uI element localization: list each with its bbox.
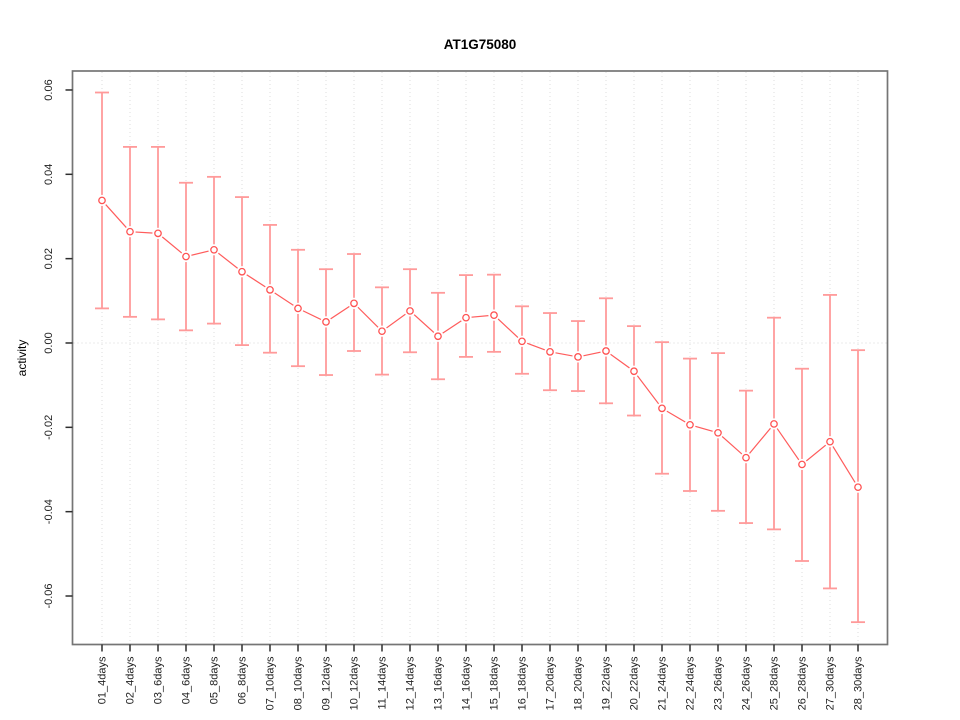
data-point — [378, 327, 386, 336]
x-tick-label: 28_30days — [853, 656, 865, 710]
x-tick-label: 26_28days — [797, 656, 809, 710]
y-tick-label: 0.06 — [43, 79, 55, 100]
data-point-halo — [656, 402, 668, 414]
x-tick-label: 16_18days — [517, 656, 529, 710]
x-tick-label: 19_22days — [601, 656, 613, 710]
data-point — [266, 286, 274, 294]
data-point — [602, 347, 610, 355]
data-point — [518, 337, 526, 346]
data-point — [406, 307, 414, 315]
data-point-halo — [124, 226, 136, 238]
x-tick-label: 15_18days — [489, 656, 501, 710]
data-point-halo — [432, 330, 444, 342]
x-tick-label: 04_6days — [181, 656, 193, 704]
data-point-halo — [628, 365, 640, 377]
data-point — [434, 332, 442, 341]
data-line — [101, 200, 859, 488]
data-point — [350, 299, 358, 308]
data-point-halo — [208, 244, 220, 256]
y-tick-label: -0.02 — [43, 415, 55, 440]
data-point-halo — [712, 427, 724, 439]
x-tick-label: 08_10days — [293, 656, 305, 710]
x-tick-label: 27_30days — [825, 656, 837, 710]
chart-title: AT1G75080 — [443, 37, 517, 52]
y-tick-label: -0.06 — [43, 583, 55, 608]
y-tick-label: 0.02 — [43, 248, 55, 269]
data-point-halo — [460, 312, 472, 324]
data-point — [546, 347, 554, 356]
x-tick-label: 02_4days — [125, 656, 137, 704]
data-point — [714, 428, 722, 437]
data-point-halo — [320, 316, 332, 328]
data-point-halo — [600, 345, 612, 357]
data-point — [686, 420, 694, 429]
data-point-halo — [572, 351, 584, 363]
data-point — [126, 227, 134, 236]
data-point — [238, 267, 246, 276]
data-point — [490, 311, 498, 320]
data-point-halo — [236, 266, 248, 278]
data-point-halo — [684, 419, 696, 431]
data-point — [770, 420, 778, 428]
data-point-halo — [96, 194, 108, 207]
x-tick-label: 05_8days — [209, 656, 221, 704]
data-point-halo — [796, 458, 808, 471]
data-point — [742, 453, 750, 462]
data-point-halo — [404, 305, 416, 317]
data-point — [210, 245, 218, 254]
data-point-halo — [292, 302, 304, 315]
data-point-halo — [544, 346, 556, 358]
data-point-halo — [740, 452, 752, 464]
data-point — [182, 252, 190, 261]
data-point — [98, 196, 106, 205]
y-axis-title: activity — [15, 339, 29, 377]
data-point-halo — [516, 335, 528, 347]
x-tick-label: 13_16days — [433, 656, 445, 710]
data-point — [154, 229, 162, 238]
x-tick-label: 20_22days — [629, 656, 641, 710]
y-tick-label: 0.00 — [43, 332, 55, 353]
data-point — [658, 404, 666, 413]
x-tick-label: 14_16days — [461, 656, 473, 710]
data-point — [574, 353, 582, 361]
x-tick-label: 06_8days — [237, 656, 249, 704]
data-point — [322, 318, 330, 326]
data-point — [826, 437, 834, 446]
data-point — [462, 313, 470, 322]
x-tick-label: 25_28days — [769, 656, 781, 710]
data-point-halo — [264, 284, 276, 296]
x-tick-label: 12_14days — [405, 656, 417, 710]
x-tick-label: 22_24days — [685, 656, 697, 710]
data-point — [854, 483, 862, 492]
data-point — [798, 460, 806, 469]
data-point-halo — [348, 297, 360, 309]
data-point-halo — [768, 418, 780, 430]
data-point-halo — [376, 325, 388, 337]
data-point-halo — [488, 309, 500, 321]
x-tick-label: 11_14days — [377, 656, 389, 710]
data-point-halo — [180, 250, 192, 263]
x-tick-label: 10_12days — [349, 656, 361, 710]
data-point — [294, 304, 302, 313]
data-point-halo — [824, 436, 836, 448]
data-point — [630, 367, 638, 376]
y-tick-label: -0.04 — [43, 499, 55, 524]
x-tick-label: 21_24days — [657, 656, 669, 710]
x-tick-label: 03_6days — [153, 656, 165, 704]
x-tick-label: 24_26days — [741, 656, 753, 710]
x-tick-label: 07_10days — [265, 656, 277, 710]
plot-box — [71, 70, 889, 646]
x-tick-label: 17_20days — [545, 656, 557, 710]
x-tick-label: 23_26days — [713, 656, 725, 710]
data-point-halo — [152, 227, 164, 239]
x-tick-label: 18_20days — [573, 656, 585, 710]
data-point-halo — [852, 481, 864, 493]
y-tick-label: 0.04 — [43, 164, 55, 185]
x-tick-label: 01_4days — [97, 656, 109, 704]
x-tick-label: 09_12days — [321, 656, 333, 710]
